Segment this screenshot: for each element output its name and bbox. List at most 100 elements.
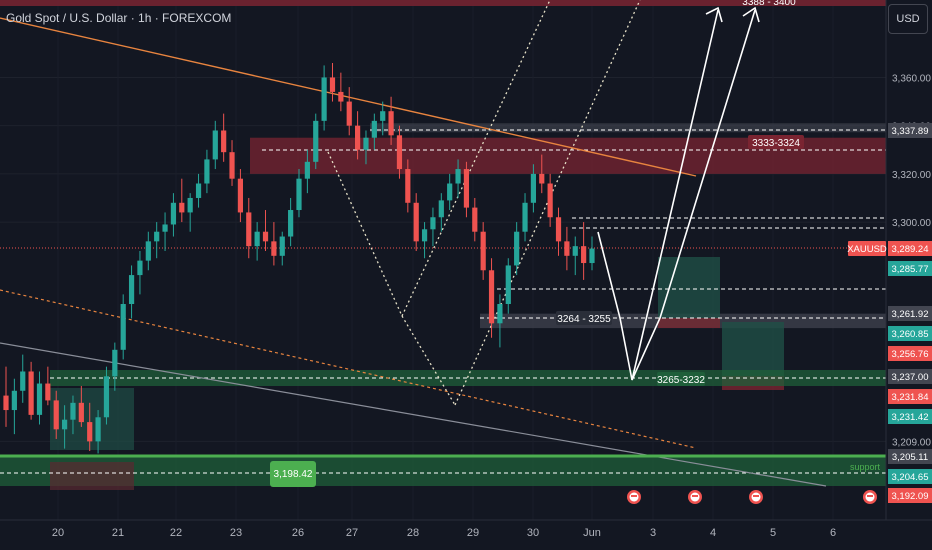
grid-lines <box>0 76 886 442</box>
candle-body <box>321 77 327 121</box>
candle-body <box>120 304 126 350</box>
price-tag: 3,260.85 <box>892 329 929 340</box>
top-target-zone <box>0 0 886 6</box>
price-tag-bg <box>888 346 932 361</box>
candle-body <box>396 135 403 170</box>
price-tag: 3,205.11 <box>892 452 928 463</box>
price-tag-bg <box>888 449 932 464</box>
long-position-box-2 <box>722 322 784 378</box>
candle-body <box>405 169 411 203</box>
y-tick-label: 3,360.00 <box>892 73 931 84</box>
resistance-zone-label-bg <box>748 135 804 149</box>
candle-body <box>162 224 168 232</box>
candle-body <box>112 349 118 377</box>
candle-body <box>304 161 310 179</box>
candle-body <box>212 130 218 160</box>
symbol-price-tag: XAUUSD <box>847 244 887 255</box>
candle-body <box>237 178 243 213</box>
candle-body <box>3 395 9 411</box>
price-axis-bg <box>886 0 932 520</box>
candle-body <box>371 120 377 138</box>
symbol-price-tag-bg <box>848 241 886 256</box>
x-tick-label: 27 <box>346 527 358 539</box>
candle-body <box>421 229 428 242</box>
candle-body <box>313 120 319 162</box>
candle-body <box>514 231 520 266</box>
price-tag: 3,261.92 <box>892 309 929 320</box>
candle-body <box>572 246 578 256</box>
event-flag-icon-stripe <box>753 495 759 497</box>
candle-body <box>488 270 495 324</box>
candle-body <box>480 231 486 271</box>
candle-body <box>505 265 511 305</box>
candles <box>3 63 595 454</box>
mid-zone-label-bg <box>556 311 612 325</box>
price-tag-bg <box>888 409 932 424</box>
candle-body <box>128 275 135 305</box>
x-tick-label: 21 <box>112 527 124 539</box>
price-tag-bg <box>888 369 932 384</box>
candle-body <box>254 231 260 247</box>
resistance-gray-band <box>370 123 886 133</box>
support-badge: 3,198.42 <box>274 469 313 480</box>
candle-body <box>329 77 336 92</box>
y-tick-label: 3,209.00 <box>892 437 931 448</box>
candle-body <box>53 400 59 430</box>
x-tick-label: 20 <box>52 527 64 539</box>
x-tick-label: 30 <box>527 527 539 539</box>
annotation-labels: 3333-3324 3264 - 3255 3265-3232 3388 - 3400… <box>270 0 932 504</box>
event-flag-icon-stripe <box>692 495 698 497</box>
candle-body <box>279 236 285 256</box>
y-tick-label: 3,320.00 <box>892 170 931 181</box>
candle-body <box>472 207 478 232</box>
candle-body <box>137 260 143 276</box>
price-axis: 3,209.003,300.003,320.003,340.003,360.00 <box>885 0 932 520</box>
candle-body <box>271 241 277 256</box>
candle-body <box>28 371 34 415</box>
candle-body <box>522 202 528 232</box>
stop-box <box>658 318 720 328</box>
price-tag: 3,231.84 <box>892 392 929 403</box>
candle-body <box>430 217 436 230</box>
price-tag: 3,337.89 <box>892 126 929 137</box>
candle-body <box>581 246 587 264</box>
candle-body <box>70 402 76 420</box>
candle-body <box>87 422 93 442</box>
price-tag: 3,204.65 <box>892 472 929 483</box>
candle-body <box>78 402 84 423</box>
x-tick-label: 4 <box>710 527 716 539</box>
candle-body <box>229 152 235 179</box>
lower-channel-line <box>0 342 827 487</box>
price-tag-bg <box>888 241 932 256</box>
price-tag-bg <box>888 389 932 404</box>
zones <box>0 0 886 490</box>
lower-zone-label-bg <box>657 372 705 386</box>
price-tag-bg <box>888 123 932 138</box>
price-tag: 3,285.77 <box>892 264 929 275</box>
candle-body <box>170 202 177 225</box>
time-axis: 20 21 22 23 26 27 28 29 30 Jun 3 4 5 6 <box>0 519 932 539</box>
support-badge-bg <box>270 461 316 487</box>
candle-body <box>20 371 26 391</box>
candle-body <box>338 91 344 102</box>
x-tick-label: 5 <box>770 527 776 539</box>
projection-path <box>597 9 719 381</box>
price-tag-bg <box>888 469 932 484</box>
y-tick-label: 3,300.00 <box>892 218 931 229</box>
currency-button[interactable]: USD <box>888 4 928 34</box>
candle-body <box>288 210 294 237</box>
event-flag-icon-stripe <box>631 495 637 497</box>
candle-body <box>589 248 595 264</box>
candle-body <box>346 101 352 126</box>
candle-body <box>355 125 361 150</box>
pattern-line <box>401 0 551 317</box>
resistance-zone-label: 3333-3324 <box>752 138 800 149</box>
price-tag: 3,289.24 <box>892 244 929 255</box>
candle-body <box>246 212 252 247</box>
price-tag: 3,237.00 <box>892 372 929 383</box>
candle-body <box>388 111 394 136</box>
candle-body <box>380 111 386 121</box>
candle-body <box>179 202 185 213</box>
candle-body <box>497 304 503 324</box>
